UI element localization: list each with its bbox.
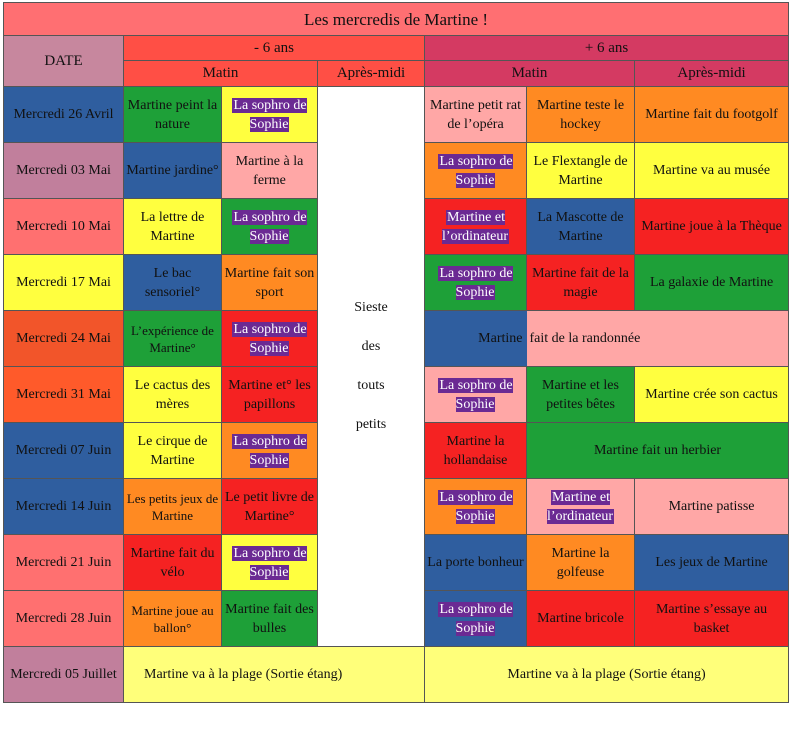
table-row: Mercredi 28 Juin Martine joue au ballon°… — [3, 590, 789, 647]
table-row: Mercredi 26 Avril Martine peint la natur… — [3, 86, 789, 647]
activity-cell: Martine fait du vélo — [123, 534, 222, 591]
activity-cell: Le Flextangle de Martine — [526, 142, 635, 199]
activity-cell: Martine fait du footgolf — [633, 86, 789, 143]
date-cell: Mercredi 31 Mai — [3, 366, 124, 423]
activity-cell: Martine fait son sport — [221, 254, 318, 311]
sieste-word: Sieste — [354, 300, 388, 315]
activity-label: La sophro de Sophie — [232, 321, 307, 356]
activity-cell: La lettre de Martine — [123, 198, 222, 255]
page-title: Les mercredis de Martine ! — [2, 2, 789, 36]
activity-cell: Martine et° les papillons — [221, 366, 318, 423]
activity-label: La sophro de Sophie — [232, 433, 307, 468]
activity-label: La sophro de Sophie — [438, 489, 513, 524]
activity-cell: La sophro de Sophie — [221, 198, 318, 255]
date-cell: Mercredi 24 Mai — [3, 310, 124, 367]
activity-cell: La sophro de Sophie — [424, 590, 527, 647]
activity-cell: Les jeux de Martine — [633, 534, 789, 591]
activity-cell: Martine jardine° — [123, 142, 222, 199]
sieste-word: petits — [355, 417, 387, 432]
activity-cell: Le petit livre de Martine° — [221, 478, 318, 535]
activity-cell: Martine crée son cactus — [633, 366, 789, 423]
activity-cell: Martine joue au ballon° — [123, 590, 222, 647]
activity-cell: La sophro de Sophie — [221, 86, 318, 143]
activity-cell: Martine bricole — [526, 590, 635, 647]
table-row: Mercredi 03 Mai Martine jardine° Martine… — [3, 142, 789, 199]
old-matin-header: Matin — [424, 60, 635, 87]
activity-cell: Le cactus des mères — [123, 366, 222, 423]
table-row: Mercredi 21 Juin Martine fait du vélo La… — [3, 534, 789, 591]
activity-cell: Martine et l’ordinateur — [424, 198, 527, 255]
activity-cell: Martine s’essaye au basket — [633, 590, 789, 647]
activity-label: La sophro de Sophie — [438, 377, 513, 412]
date-cell: Mercredi 21 Juin — [3, 534, 124, 591]
date-cell: Mercredi 05 Juillet — [3, 646, 124, 703]
date-cell: Mercredi 28 Juin — [3, 590, 124, 647]
activity-cell: fait de la randonnée — [526, 310, 789, 367]
activity-cell: Martine patisse — [633, 478, 789, 535]
activity-cell: Le cirque de Martine — [123, 422, 222, 479]
date-header: DATE — [3, 35, 124, 87]
activity-cell: La sophro de Sophie — [424, 366, 527, 423]
activity-label: Martine et l’ordinateur — [441, 209, 510, 244]
table-row: Mercredi 31 Mai Le cactus des mères Mart… — [3, 366, 789, 423]
young-matin-header: Matin — [123, 60, 318, 87]
activity-cell: La sophro de Sophie — [424, 478, 527, 535]
table-row: Mercredi 14 Juin Les petits jeux de Mart… — [3, 478, 789, 535]
date-cell: Mercredi 17 Mai — [3, 254, 124, 311]
activity-cell: L’expérience de Martine° — [123, 310, 222, 367]
table-row: Mercredi 24 Mai L’expérience de Martine°… — [3, 310, 789, 367]
activity-cell: La galaxie de Martine — [633, 254, 789, 311]
activity-cell: Martine fait de la magie — [526, 254, 635, 311]
date-cell: Mercredi 14 Juin — [3, 478, 124, 535]
activity-cell: Martine la hollandaise — [424, 422, 527, 479]
group-old-header: + 6 ans — [423, 35, 789, 61]
activity-cell: Les petits jeux de Martine — [123, 478, 222, 535]
activity-label: La sophro de Sophie — [438, 601, 513, 636]
activity-label: La sophro de Sophie — [232, 545, 307, 580]
activity-cell: Le bac sensoriel° — [123, 254, 222, 311]
activity-cell: Martine va à la plage (Sortie étang) — [123, 646, 425, 703]
activity-label: La sophro de Sophie — [232, 97, 307, 132]
activity-cell: Martine — [424, 310, 527, 367]
old-apres-midi-header: Après-midi — [633, 60, 789, 87]
activity-cell: La sophro de Sophie — [221, 310, 318, 367]
activity-cell: La sophro de Sophie — [221, 534, 318, 591]
date-cell: Mercredi 03 Mai — [3, 142, 124, 199]
young-apres-midi-header: Après-midi — [317, 60, 425, 87]
activity-cell: Martine fait un herbier — [525, 422, 789, 479]
activity-cell: Martine et l’ordinateur — [526, 478, 635, 535]
activity-cell: La Mascotte de Martine — [526, 198, 635, 255]
table-row: Mercredi 10 Mai La lettre de Martine La … — [3, 198, 789, 255]
activity-label: La sophro de Sophie — [438, 153, 513, 188]
group-young-header: - 6 ans — [123, 35, 425, 61]
activity-cell: La sophro de Sophie — [221, 422, 318, 479]
activity-cell: La porte bonheur — [424, 534, 527, 591]
activity-cell: Martine va à la plage (Sortie étang) — [423, 646, 789, 703]
activity-cell: Martine joue à la Thèque — [633, 198, 789, 255]
table-row: Mercredi 17 Mai Le bac sensoriel° Martin… — [3, 254, 789, 311]
activity-cell: Martine fait des bulles — [221, 590, 318, 647]
table-row: Mercredi 05 Juillet Martine va à la plag… — [3, 646, 789, 703]
activity-cell: La sophro de Sophie — [424, 254, 527, 311]
activity-label: La sophro de Sophie — [232, 209, 307, 244]
activity-label: La sophro de Sophie — [438, 265, 513, 300]
sieste-cell: Sieste des touts petits — [317, 86, 425, 647]
sieste-word: touts — [357, 378, 385, 393]
schedule-table: Les mercredis de Martine ! DATE - 6 ans … — [2, 2, 789, 703]
date-cell: Mercredi 07 Juin — [3, 422, 124, 479]
date-cell: Mercredi 26 Avril — [3, 86, 124, 143]
activity-cell: Martine et les petites bêtes — [526, 366, 635, 423]
activity-label: Martine et l’ordinateur — [546, 489, 615, 524]
activity-cell: Martine la golfeuse — [526, 534, 635, 591]
activity-cell: La sophro de Sophie — [424, 142, 527, 199]
sieste-word: des — [361, 339, 381, 354]
activity-cell: Martine teste le hockey — [526, 86, 635, 143]
date-cell: Mercredi 10 Mai — [3, 198, 124, 255]
activity-cell: Martine va au musée — [633, 142, 789, 199]
activity-cell: Martine petit rat de l’opéra — [424, 86, 527, 143]
activity-cell: Martine peint la nature — [123, 86, 222, 143]
activity-cell: Martine à la ferme — [221, 142, 318, 199]
